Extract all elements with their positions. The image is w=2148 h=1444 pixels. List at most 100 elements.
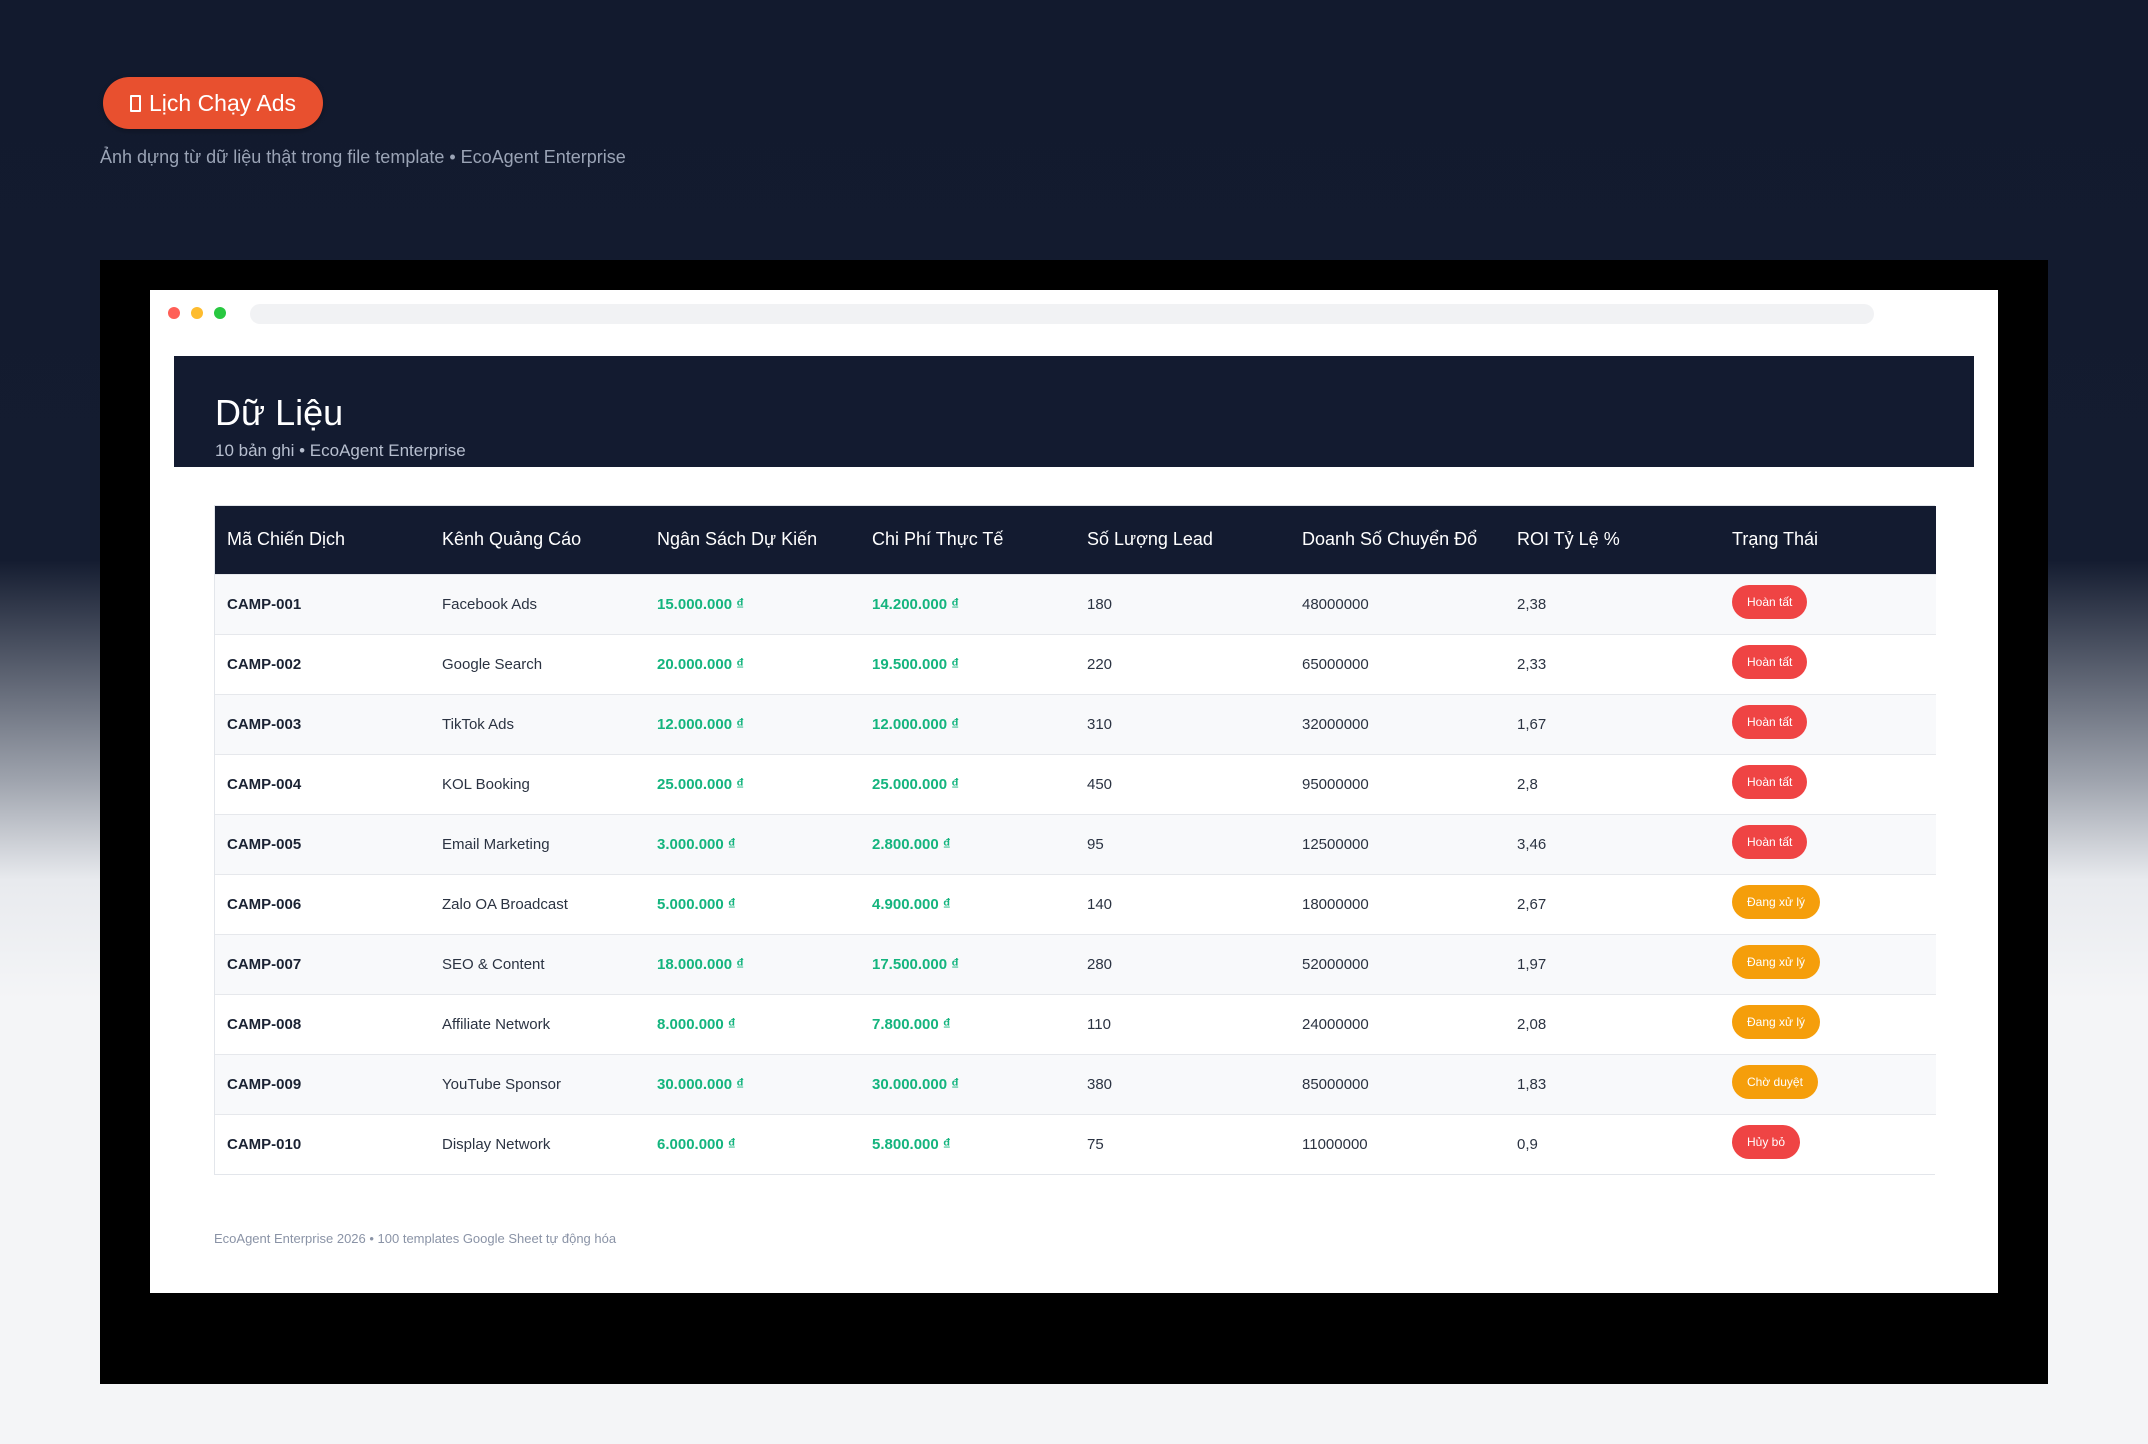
footer-note: EcoAgent Enterprise 2026 • 100 templates… bbox=[214, 1231, 617, 1246]
status-cell: Hoàn tất bbox=[1720, 694, 1936, 754]
cost-cell: 2.800.000 ₫ bbox=[872, 835, 951, 853]
table-row[interactable]: CAMP-009 YouTube Sponsor 30.000.000 ₫ 30.00… bbox=[215, 1054, 1936, 1114]
roi-cell: 3,46 bbox=[1517, 835, 1547, 853]
roi-cell: 0,9 bbox=[1517, 1135, 1538, 1153]
cost-cell: 5.800.000 ₫ bbox=[872, 1135, 951, 1153]
table-row[interactable]: CAMP-006 Zalo OA Broadcast 5.000.000 ₫ 4.90… bbox=[215, 874, 1936, 934]
budget-cell: 6.000.000 ₫ bbox=[657, 1135, 736, 1153]
table-row[interactable]: CAMP-002 Google Search 20.000.000 ₫ 19.500.… bbox=[215, 634, 1936, 694]
status-badge: Hoàn tất bbox=[1732, 765, 1808, 799]
calendar-icon bbox=[129, 94, 141, 112]
page-subtitle: 10 bản ghi • EcoAgent Enterprise bbox=[215, 441, 466, 460]
budget-cell: 30.000.000 ₫ bbox=[657, 1075, 744, 1093]
hero-badge-label: Lịch Chạy Ads bbox=[148, 89, 297, 116]
leads-cell: 180 bbox=[1087, 595, 1113, 613]
status-badge: Hoàn tất bbox=[1732, 705, 1808, 739]
column-header[interactable]: Chi Phí Thực Tế bbox=[872, 529, 1004, 550]
column-header[interactable]: Số Lượng Lead bbox=[1087, 529, 1213, 550]
status-badge: Hoàn tất bbox=[1732, 585, 1808, 619]
maximize-dot-icon[interactable] bbox=[214, 307, 226, 319]
roi-cell: 2,67 bbox=[1517, 895, 1547, 913]
table-row[interactable]: CAMP-003 TikTok Ads 12.000.000 ₫ 12.000.000… bbox=[215, 694, 1936, 754]
status-badge: Đang xử lý bbox=[1732, 885, 1821, 919]
status-cell: Đang xử lý bbox=[1720, 874, 1936, 934]
campaign-code-cell: CAMP-003 bbox=[227, 715, 302, 733]
roi-cell: 1,67 bbox=[1517, 715, 1547, 733]
revenue-cell: 24000000 bbox=[1302, 1015, 1369, 1033]
revenue-cell: 12500000 bbox=[1302, 835, 1369, 853]
status-badge: Hủy bỏ bbox=[1732, 1125, 1801, 1160]
column-header[interactable]: ROI Tỷ Lệ % bbox=[1517, 529, 1620, 550]
status-badge: Đang xử lý bbox=[1732, 945, 1821, 979]
leads-cell: 310 bbox=[1087, 715, 1113, 733]
table-body: CAMP-001 Facebook Ads 15.000.000 ₫ 14.200.0… bbox=[215, 574, 1936, 1174]
data-table-container: Mã Chiến Dịch Kênh Quảng Cáo Ngân Sách D… bbox=[214, 505, 1936, 1175]
data-table: Mã Chiến Dịch Kênh Quảng Cáo Ngân Sách D… bbox=[215, 506, 1936, 1174]
channel-cell: Google Search bbox=[442, 655, 543, 673]
table-row[interactable]: CAMP-008 Affiliate Network 8.000.000 ₫ 7.80… bbox=[215, 994, 1936, 1054]
sheet-header: Dữ Liệu 10 bản ghi • EcoAgent Enterprise bbox=[174, 356, 1974, 467]
cost-cell: 17.500.000 ₫ bbox=[872, 955, 959, 973]
status-badge: Hoàn tất bbox=[1732, 825, 1808, 859]
browser-window: Dữ Liệu 10 bản ghi • EcoAgent Enterprise… bbox=[150, 290, 1998, 1293]
revenue-cell: 95000000 bbox=[1302, 775, 1369, 793]
leads-cell: 75 bbox=[1087, 1135, 1104, 1153]
table-row[interactable]: CAMP-004 KOL Booking 25.000.000 ₫ 25.000.00… bbox=[215, 754, 1936, 814]
cost-cell: 25.000.000 ₫ bbox=[872, 775, 959, 793]
campaign-code-cell: CAMP-007 bbox=[227, 955, 302, 973]
roi-cell: 2,33 bbox=[1517, 655, 1547, 673]
cost-cell: 7.800.000 ₫ bbox=[872, 1015, 951, 1033]
campaign-code-cell: CAMP-006 bbox=[227, 895, 302, 913]
campaign-code-cell: CAMP-009 bbox=[227, 1075, 302, 1093]
status-cell: Hủy bỏ bbox=[1720, 1114, 1936, 1174]
campaign-code-cell: CAMP-005 bbox=[227, 835, 302, 853]
channel-cell: KOL Booking bbox=[442, 775, 530, 793]
revenue-cell: 48000000 bbox=[1302, 595, 1369, 613]
table-row[interactable]: CAMP-007 SEO & Content 18.000.000 ₫ 17.500.… bbox=[215, 934, 1936, 994]
minimize-dot-icon[interactable] bbox=[191, 307, 203, 319]
leads-cell: 220 bbox=[1087, 655, 1113, 673]
table-header-row: Mã Chiến Dịch Kênh Quảng Cáo Ngân Sách D… bbox=[215, 506, 1936, 574]
table-row[interactable]: CAMP-005 Email Marketing 3.000.000 ₫ 2.800.… bbox=[215, 814, 1936, 874]
roi-cell: 1,83 bbox=[1517, 1075, 1547, 1093]
status-badge: Chờ duyệt bbox=[1732, 1065, 1818, 1099]
revenue-cell: 85000000 bbox=[1302, 1075, 1369, 1093]
column-header[interactable]: Doanh Số Chuyển Đổ bbox=[1302, 529, 1478, 550]
status-cell: Hoàn tất bbox=[1720, 754, 1936, 814]
roi-cell: 2,08 bbox=[1517, 1015, 1547, 1033]
column-header[interactable]: Ngân Sách Dự Kiến bbox=[657, 529, 818, 550]
leads-cell: 380 bbox=[1087, 1075, 1113, 1093]
column-header[interactable]: Trạng Thái bbox=[1732, 529, 1819, 550]
cost-cell: 12.000.000 ₫ bbox=[872, 715, 959, 733]
channel-cell: YouTube Sponsor bbox=[442, 1075, 561, 1093]
table-row[interactable]: CAMP-001 Facebook Ads 15.000.000 ₫ 14.200.0… bbox=[215, 574, 1936, 634]
leads-cell: 280 bbox=[1087, 955, 1113, 973]
revenue-cell: 65000000 bbox=[1302, 655, 1369, 673]
table-row[interactable]: CAMP-010 Display Network 6.000.000 ₫ 5.800.… bbox=[215, 1114, 1936, 1174]
budget-cell: 5.000.000 ₫ bbox=[657, 895, 736, 913]
close-dot-icon[interactable] bbox=[168, 307, 180, 319]
column-header[interactable]: Mã Chiến Dịch bbox=[227, 529, 346, 550]
campaign-code-cell: CAMP-001 bbox=[227, 595, 302, 613]
screenshot-frame: Dữ Liệu 10 bản ghi • EcoAgent Enterprise… bbox=[100, 260, 2048, 1384]
hero-caption: Ảnh dựng từ dữ liệu thật trong file temp… bbox=[100, 147, 626, 167]
status-cell: Chờ duyệt bbox=[1720, 1054, 1936, 1114]
budget-cell: 15.000.000 ₫ bbox=[657, 595, 744, 613]
column-header[interactable]: Kênh Quảng Cáo bbox=[442, 529, 582, 550]
channel-cell: Display Network bbox=[442, 1135, 551, 1153]
address-bar[interactable] bbox=[250, 304, 1874, 324]
status-badge: Đang xử lý bbox=[1732, 1005, 1821, 1039]
leads-cell: 140 bbox=[1087, 895, 1113, 913]
budget-cell: 18.000.000 ₫ bbox=[657, 955, 744, 973]
revenue-cell: 32000000 bbox=[1302, 715, 1369, 733]
cost-cell: 19.500.000 ₫ bbox=[872, 655, 959, 673]
campaign-code-cell: CAMP-010 bbox=[227, 1135, 302, 1153]
campaign-code-cell: CAMP-002 bbox=[227, 655, 302, 673]
budget-cell: 8.000.000 ₫ bbox=[657, 1015, 736, 1033]
status-cell: Đang xử lý bbox=[1720, 994, 1936, 1054]
status-cell: Hoàn tất bbox=[1720, 574, 1936, 634]
revenue-cell: 52000000 bbox=[1302, 955, 1369, 973]
channel-cell: TikTok Ads bbox=[442, 715, 514, 733]
leads-cell: 450 bbox=[1087, 775, 1113, 793]
cost-cell: 30.000.000 ₫ bbox=[872, 1075, 959, 1093]
